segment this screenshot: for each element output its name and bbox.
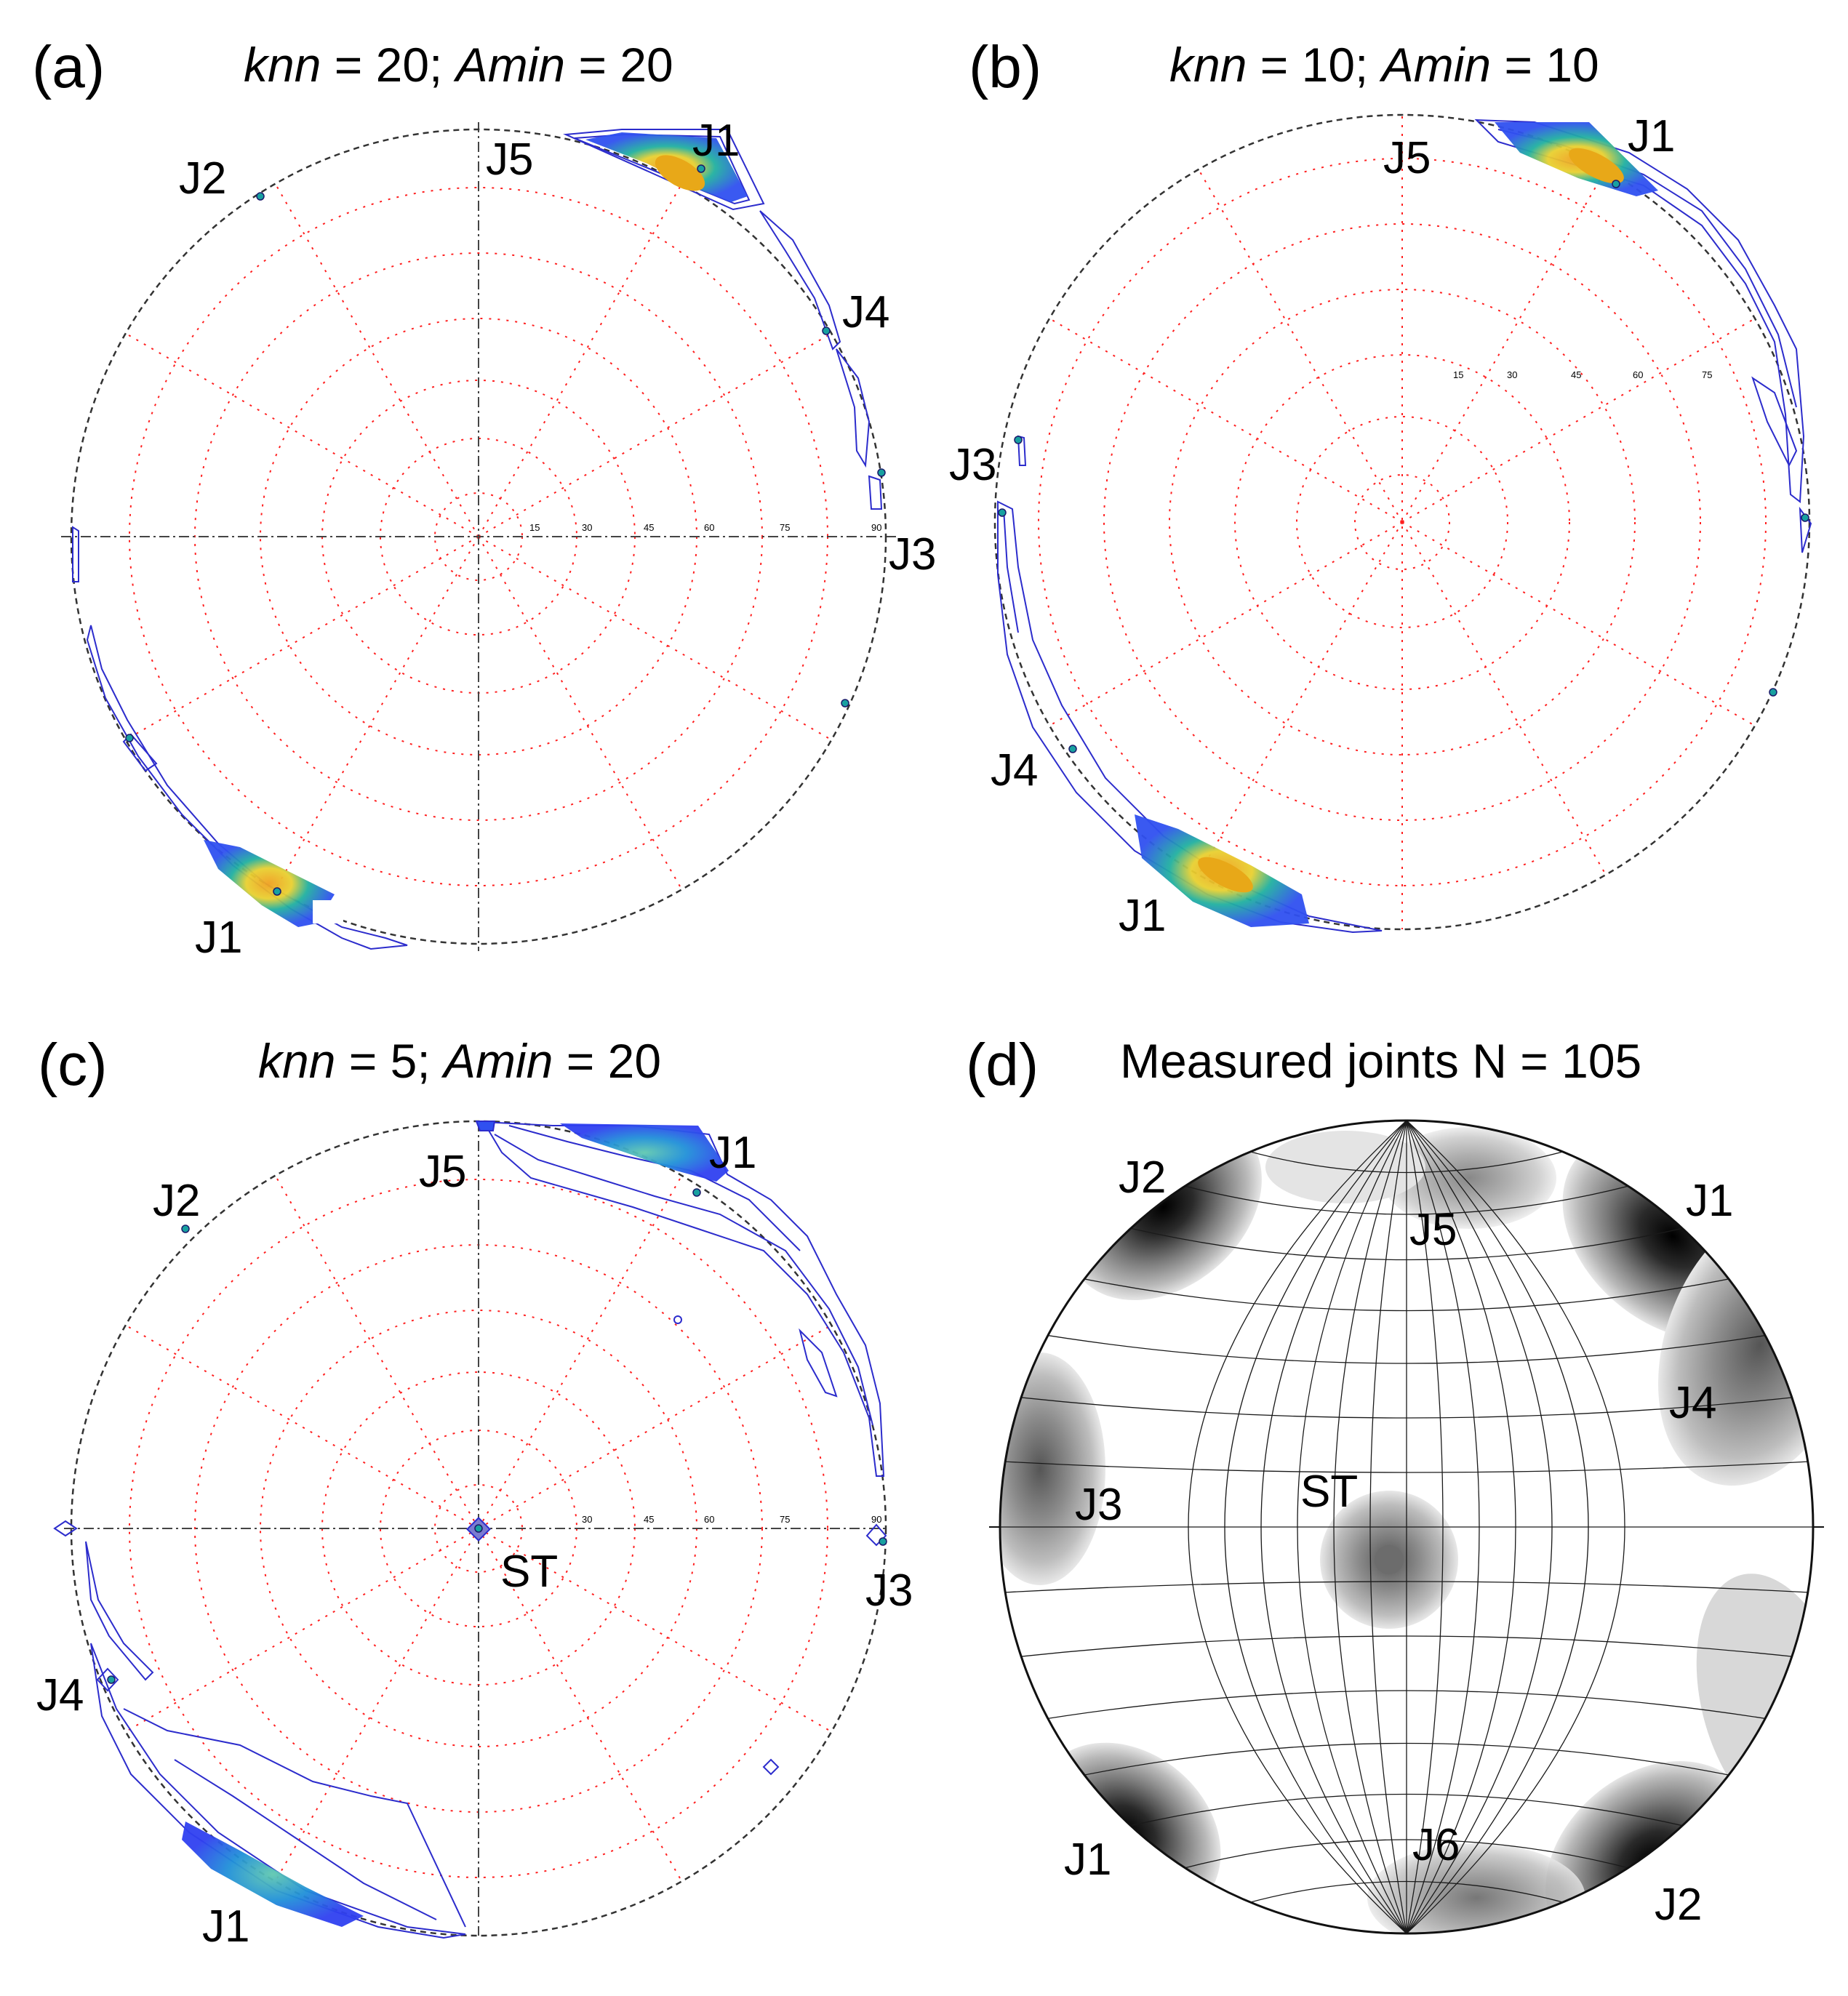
panel-d-label-j4: J4 [1669,1378,1716,1428]
panel-c-tick-75: 75 [780,1514,790,1525]
panel-b-contours-sw [997,435,1383,934]
panel-a-amin-label: Amin [453,38,565,92]
panel-b-tick-15: 15 [1453,369,1463,380]
panel-b-dip-grid [1038,116,1767,929]
panel-c-density-sw [182,1821,364,1927]
panel-c-tick-90: 90 [871,1514,881,1525]
panel-d-label-j2-nw: J2 [1119,1153,1166,1203]
panel-a-density-ne-core [655,155,705,191]
panel-d-label-j6: J6 [1412,1820,1460,1870]
panel-a-tick-15: 15 [529,522,540,533]
panel-c-set-labels: J1 J2 J5 ST J3 J4 J1 [36,1128,913,1952]
panel-a-primitive-circle [70,128,887,945]
panel-c-label-j5: J5 [419,1147,466,1197]
panel-d-label-j5: J5 [1409,1205,1457,1255]
panel-d-title: Measured joints N = 105 [1120,1034,1641,1088]
panel-a-tick-75: 75 [780,522,790,533]
panel-d: (d) Measured joints N = 105 [966,1032,1824,1935]
panel-d-letter: (d) [966,1032,1039,1098]
panel-c-pole-markers [107,1188,887,1684]
panel-c-label-j3: J3 [865,1566,913,1616]
panel-a-set-labels: J1 J2 J4 J3 J5 J1 [179,116,936,963]
panel-c-tick-30: 30 [582,1514,592,1525]
panel-b-label-j1-sw: J1 [1119,891,1166,941]
panel-a-knn-label: knn [244,38,321,92]
panel-b-knn-value: = 10; [1247,38,1381,92]
panel-b-tick-30: 30 [1507,369,1517,380]
panel-a-tick-45: 45 [644,522,654,533]
panel-c-tick-60: 60 [704,1514,714,1525]
panel-d-label-st: ST [1300,1467,1358,1517]
panel-a-density-sw-gap [313,900,343,923]
panel-a-letter: (a) [32,34,105,100]
panel-b-label-j5: J5 [1383,133,1431,183]
panel-c-amin-value: = 20 [553,1034,661,1088]
panel-b-density-ne-core [1569,148,1624,184]
panel-b-density-sw-core [1198,857,1253,893]
panel-b-letter: (b) [969,34,1041,100]
panel-a-label-j2: J2 [179,153,226,204]
panel-b-set-labels: J1 J5 J3 J4 J1 [949,111,1675,941]
panel-c-letter: (c) [38,1032,108,1098]
panel-a-title: knn = 20; Amin = 20 [244,38,673,92]
panel-a: (a) knn = 20; Amin = 20 15 30 [32,34,936,963]
panel-c-label-j2: J2 [153,1176,200,1226]
panel-b-label-j1-ne: J1 [1628,111,1675,161]
panel-a-tick-30: 30 [582,522,592,533]
panel-b-pole-markers [998,180,1809,753]
panel-b-knn-label: knn [1169,38,1247,92]
panel-b: (b) knn = 10; Amin = 10 15 30 45 60 75 [949,34,1812,941]
panel-a-label-j4: J4 [842,287,889,337]
panel-b-amin-value: = 10 [1491,38,1599,92]
panel-a-dip-tick-labels: 15 30 45 60 75 90 [529,522,881,533]
panel-b-amin-label: Amin [1379,38,1491,92]
panel-a-density-sw [204,840,335,927]
panel-d-set-labels: J2 J1 J5 J4 J3 ST J1 J6 J2 [1064,1153,1733,1930]
panel-c: (c) knn = 5; Amin = 20 30 45 60 [36,1032,913,1952]
panel-a-label-j5: J5 [486,135,533,185]
panel-c-tick-45: 45 [644,1514,654,1525]
panel-d-net-lines [1000,1121,1813,1933]
panel-c-density-ne [560,1123,729,1182]
panel-c-markers [53,1315,887,1776]
panel-a-axes [61,122,896,951]
panel-d-label-j1-sw: J1 [1064,1835,1111,1885]
panel-d-label-j3: J3 [1075,1480,1122,1530]
panel-c-label-j1-ne: J1 [709,1128,756,1178]
panel-b-label-j4: J4 [991,745,1038,795]
panel-a-label-j1-ne: J1 [692,116,740,166]
panel-d-label-j2-se: J2 [1655,1880,1702,1930]
panel-c-knn-value: = 5; [335,1034,444,1088]
panel-c-amin-label: Amin [441,1034,553,1088]
panel-a-tick-60: 60 [704,522,714,533]
panel-c-label-st: ST [500,1547,558,1597]
panel-a-knn-value: = 20; [321,38,455,92]
panel-b-label-j3: J3 [949,440,996,490]
panel-b-title: knn = 10; Amin = 10 [1169,38,1599,92]
panel-c-label-j4: J4 [36,1670,84,1720]
panel-a-label-j3: J3 [889,529,936,580]
panel-b-dip-tick-labels: 15 30 45 60 75 [1453,369,1712,380]
panel-c-contours-sw [85,1541,466,1939]
panel-c-label-j1-sw: J1 [202,1901,249,1952]
panel-c-knn-label: knn [258,1034,335,1088]
panel-b-tick-45: 45 [1571,369,1581,380]
panel-c-dip-tick-labels: 30 45 60 75 90 [582,1514,881,1525]
panel-c-title: knn = 5; Amin = 20 [258,1034,661,1088]
panel-a-amin-value: = 20 [565,38,673,92]
panel-a-label-j1-sw: J1 [195,913,242,963]
panel-b-tick-60: 60 [1633,369,1643,380]
panel-d-label-j1-ne: J1 [1686,1176,1733,1226]
panel-a-pole-markers [125,164,886,896]
panel-b-tick-75: 75 [1702,369,1712,380]
panel-a-tick-90: 90 [871,522,881,533]
